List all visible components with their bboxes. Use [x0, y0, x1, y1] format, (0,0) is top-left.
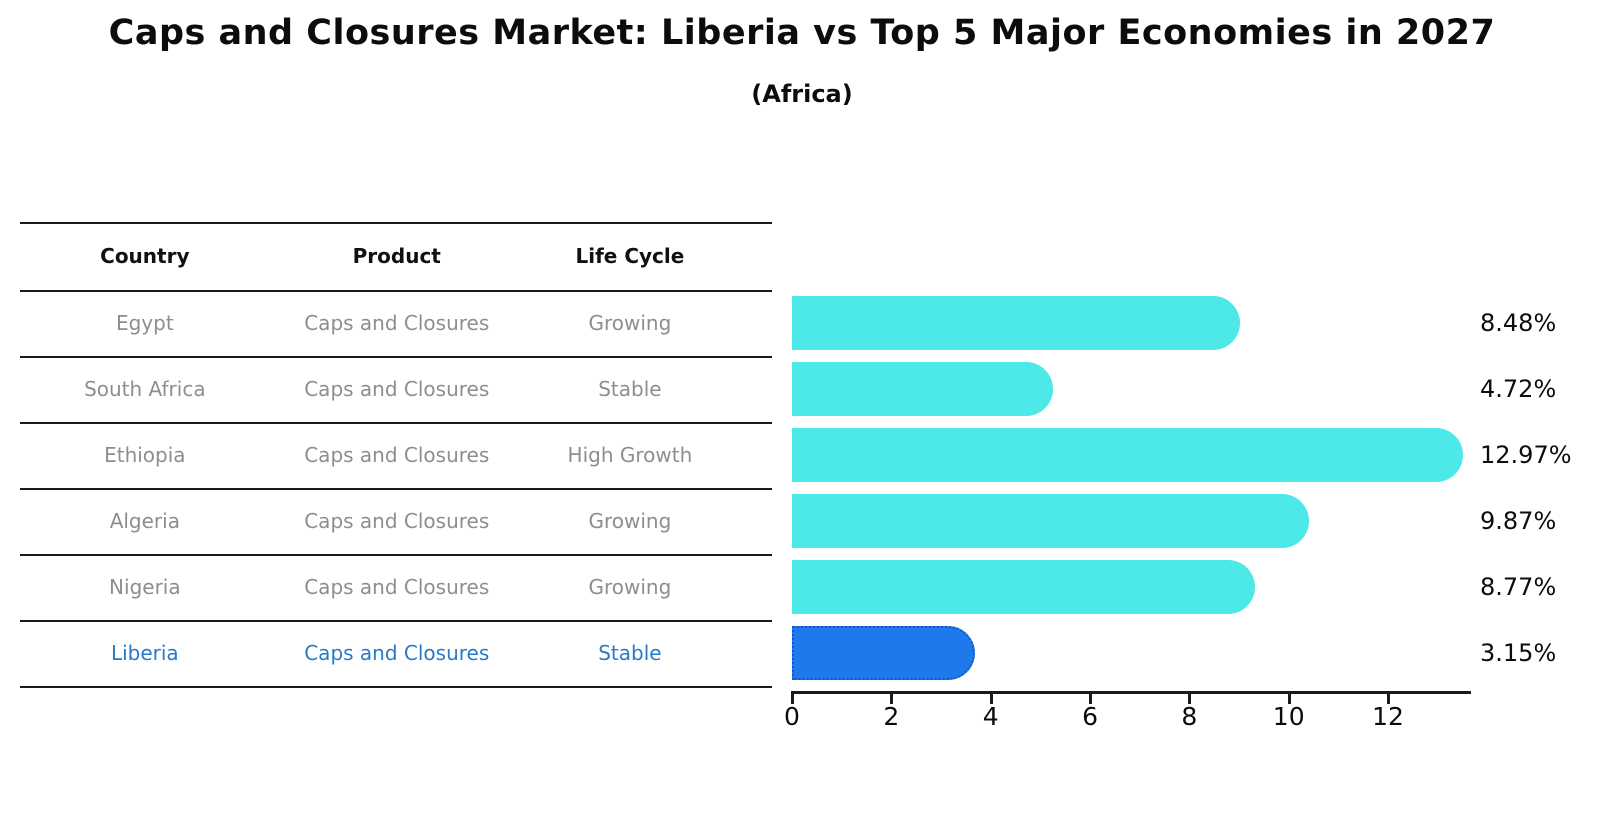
table-cell-product: Caps and Closures: [304, 575, 490, 599]
x-tick-label: 6: [1082, 702, 1098, 731]
table-grid-line: [20, 620, 772, 622]
table-cell-lifecycle: Stable: [598, 641, 662, 665]
table-cell-product: Caps and Closures: [304, 641, 490, 665]
table-grid-line: [20, 554, 772, 556]
value-label-liberia: 3.15%: [1480, 639, 1557, 667]
x-tick: [1287, 694, 1291, 704]
table-grid-line: [20, 488, 772, 490]
x-tick: [791, 694, 794, 704]
table-cell-country: Egypt: [115, 311, 174, 335]
table-row-nigeria: Nigeria Caps and Closures Growing: [20, 554, 772, 620]
table-cell-country: Liberia: [110, 641, 179, 665]
x-tick: [1089, 694, 1093, 704]
table-cell-product: Caps and Closures: [304, 443, 490, 467]
table-cell-lifecycle: Stable: [598, 377, 662, 401]
table-cell-lifecycle: Growing: [588, 575, 672, 599]
x-tick-label: 12: [1372, 702, 1404, 731]
table-cell-lifecycle: Growing: [588, 509, 672, 533]
table-cell-lifecycle: High Growth: [567, 443, 693, 467]
table-cell-product: Caps and Closures: [304, 509, 490, 533]
table-header-row: Country Product Life Cycle: [20, 222, 772, 290]
table-header-product: Product: [352, 244, 441, 268]
bar-liberia: [792, 626, 976, 680]
table-grid-line: [20, 290, 772, 292]
value-label-egypt: 8.48%: [1480, 309, 1557, 337]
table-row-egypt: Egypt Caps and Closures Growing: [20, 290, 772, 356]
x-tick-label: 4: [982, 702, 999, 731]
table-grid-line: [20, 356, 772, 358]
table-grid-line: [20, 222, 772, 224]
table-row-liberia: Liberia Caps and Closures Stable: [20, 620, 772, 686]
table-header-country: Country: [100, 244, 190, 268]
bar-nigeria: [792, 560, 1255, 614]
x-tick-label: 2: [883, 702, 900, 731]
chart-subtitle: (Africa): [751, 80, 853, 108]
x-tick-label: 8: [1181, 702, 1198, 731]
table-cell-product: Caps and Closures: [304, 377, 490, 401]
x-axis-line: [791, 691, 1471, 694]
table-row-south-africa: South Africa Caps and Closures Stable: [20, 356, 772, 422]
bar-south-africa: [792, 362, 1054, 416]
x-tick: [1188, 694, 1192, 704]
value-label-ethiopia: 12.97%: [1480, 441, 1572, 469]
table-cell-country: South Africa: [84, 377, 206, 401]
table-cell-lifecycle: Growing: [588, 311, 672, 335]
table-cell-country: Algeria: [109, 509, 180, 533]
table-row-ethiopia: Ethiopia Caps and Closures High Growth: [20, 422, 772, 488]
bar-ethiopia: [792, 428, 1464, 482]
chart-title: Caps and Closures Market: Liberia vs Top…: [108, 13, 1496, 53]
bar-egypt: [792, 296, 1241, 350]
table-cell-country: Nigeria: [109, 575, 181, 599]
x-tick: [989, 694, 993, 704]
table-cell-product: Caps and Closures: [304, 311, 490, 335]
value-label-nigeria: 8.77%: [1480, 573, 1557, 601]
table-grid-line: [20, 422, 772, 424]
x-tick: [890, 694, 894, 704]
value-label-algeria: 9.87%: [1480, 507, 1557, 535]
table-cell-country: Ethiopia: [104, 443, 186, 467]
value-label-south-africa: 4.72%: [1480, 375, 1557, 403]
bar-algeria: [792, 494, 1310, 548]
table-grid-line: [20, 686, 772, 688]
x-tick: [1387, 694, 1391, 704]
x-tick-label: 0: [784, 702, 800, 731]
table-row-algeria: Algeria Caps and Closures Growing: [20, 488, 772, 554]
x-tick-label: 10: [1272, 702, 1305, 731]
table-header-lifecycle: Life Cycle: [575, 244, 685, 268]
